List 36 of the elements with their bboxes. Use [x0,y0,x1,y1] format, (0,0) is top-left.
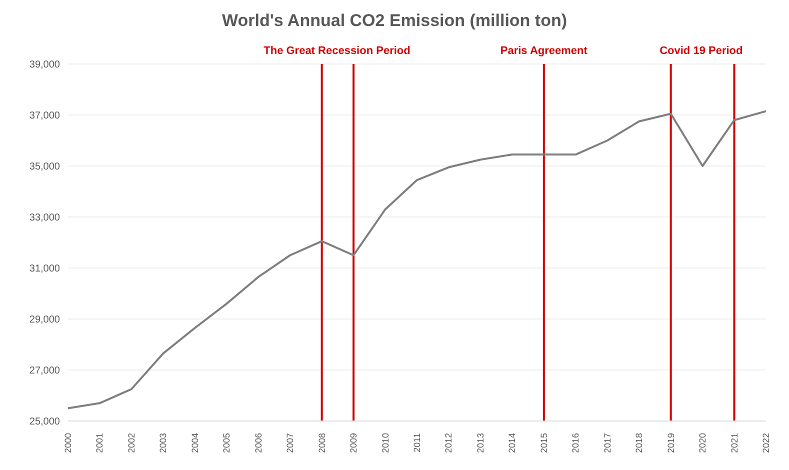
ref-line-label: The Great Recession Period [264,45,410,57]
x-tick-label: 2006 [253,433,264,454]
x-tick-label: 2015 [538,433,549,454]
ref-line-label: Paris Agreement [500,45,588,57]
x-tick-label: 2018 [634,433,644,454]
x-tick-label: 2007 [285,433,296,454]
x-tick-label: 2022 [761,433,771,454]
line-series [67,110,767,410]
x-tick-label: 2002 [126,433,136,454]
chart-title: World's Annual CO2 Emission (million ton) [221,10,568,32]
x-tick-label: 2021 [729,433,740,454]
x-tick-label: 2016 [570,433,581,454]
x-tick-label: 2003 [158,433,168,454]
ref-line-label: Covid 19 Period [660,45,743,57]
x-tick-label: 2010 [380,433,390,454]
x-tick-label: 2019 [666,433,676,454]
y-tick-label: 31,000 [29,264,60,275]
y-tick-label: 25,000 [29,416,60,428]
x-tick-label: 2012 [444,433,454,454]
x-tick-label: 2017 [602,433,612,454]
x-tick-label: 2005 [222,433,232,454]
y-tick-label: 39,000 [29,60,60,71]
x-tick-label: 2020 [698,433,708,454]
x-tick-label: 2004 [190,433,200,454]
y-tick-label: 35,000 [29,162,60,173]
x-tick-label: 2014 [507,433,518,454]
x-tick-label: 2011 [412,433,422,452]
x-tick-label: 2013 [475,433,486,454]
y-tick-label: 29,000 [29,314,60,326]
x-tick-label: 2000 [63,433,73,454]
x-tick-label: 2008 [316,433,327,454]
y-tick-label: 37,000 [29,110,60,122]
x-tick-label: 2001 [94,433,105,454]
x-tick-label: 2009 [348,433,359,454]
y-tick-label: 27,000 [29,366,60,377]
y-tick-label: 33,000 [29,212,60,224]
